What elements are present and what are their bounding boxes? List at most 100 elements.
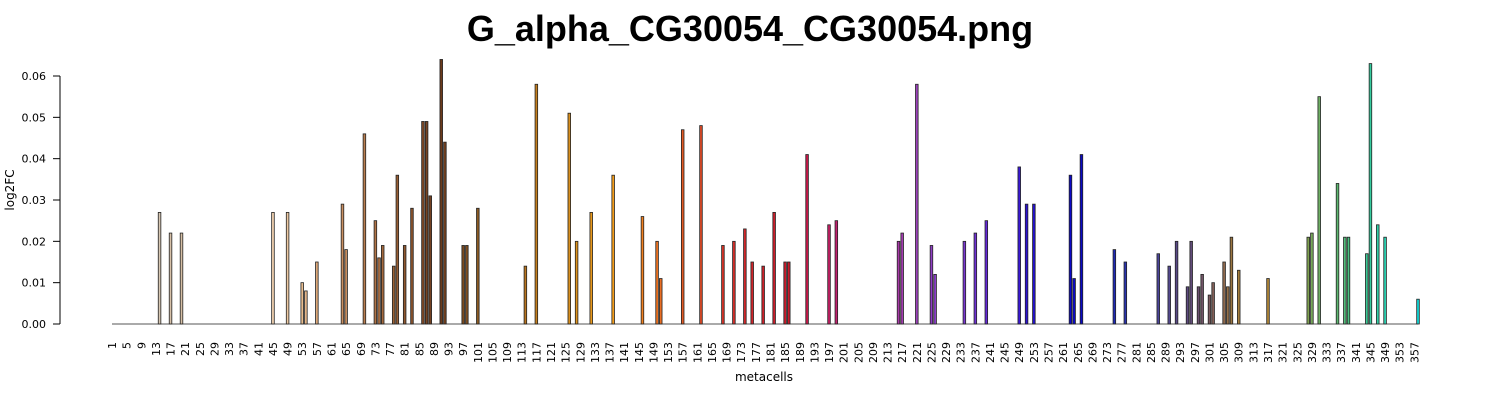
bar <box>900 232 904 325</box>
x-tick-label: 17 <box>165 342 178 356</box>
bar <box>761 265 765 325</box>
x-tick-label: 225 <box>925 342 938 363</box>
x-tick-label: 205 <box>852 342 865 363</box>
x-tick-label: 217 <box>896 342 909 363</box>
bar <box>1196 286 1201 325</box>
bar <box>362 133 367 325</box>
bar <box>1229 236 1234 325</box>
bar <box>721 245 725 325</box>
bar <box>476 207 480 325</box>
bar <box>1017 166 1021 325</box>
x-tick-label: 321 <box>1277 342 1290 363</box>
x-tick-label: 49 <box>282 342 295 356</box>
bar <box>772 211 776 325</box>
x-tick-label: 197 <box>823 342 836 363</box>
x-tick-label: 81 <box>399 342 412 356</box>
y-tick-label: 0.02 <box>22 235 47 248</box>
x-tick-label: 341 <box>1350 342 1363 363</box>
bar <box>168 232 173 325</box>
bar <box>1416 298 1420 325</box>
x-tick-label: 25 <box>194 342 207 356</box>
x-tick-label: 277 <box>1116 342 1129 363</box>
bar <box>1237 269 1241 325</box>
bar <box>827 224 831 325</box>
y-tick-label: 0.06 <box>22 70 47 83</box>
x-tick-label: 117 <box>530 342 543 363</box>
bar <box>1310 232 1314 325</box>
bar <box>1226 286 1230 325</box>
x-tick-label: 281 <box>1130 342 1143 363</box>
bar <box>659 278 663 325</box>
bar <box>1024 203 1029 325</box>
bar <box>1346 236 1351 325</box>
bar <box>783 261 787 325</box>
x-tick-label: 301 <box>1203 342 1216 363</box>
bar <box>611 174 615 325</box>
x-tick-label: 29 <box>208 342 221 356</box>
bars <box>157 59 1420 325</box>
bar <box>315 261 319 325</box>
bar <box>381 245 385 325</box>
y-tick-label: 0.03 <box>22 194 47 207</box>
bar <box>743 228 747 325</box>
y-axis: 0.00 0.01 0.02 0.03 0.04 0.05 0.06 <box>22 70 61 331</box>
bar <box>1222 261 1226 325</box>
chart-title: G_alpha_CG30054_CG30054.png <box>466 8 1034 49</box>
x-tick-label: 77 <box>384 342 397 356</box>
bar <box>465 245 469 325</box>
x-tick-label: 213 <box>882 342 895 363</box>
bar <box>1167 265 1171 325</box>
x-tick-label: 65 <box>340 342 353 356</box>
bar <box>410 207 414 325</box>
x-tick-label: 309 <box>1233 342 1246 363</box>
x-tick-label: 329 <box>1306 342 1319 363</box>
bar <box>699 125 703 325</box>
bar <box>1072 278 1076 325</box>
x-tick-label: 293 <box>1174 342 1187 363</box>
bar <box>750 261 754 325</box>
bar <box>300 282 304 325</box>
x-tick-label: 9 <box>135 342 148 349</box>
x-tick-label: 249 <box>1013 342 1026 363</box>
x-tick-label: 93 <box>443 342 456 356</box>
x-tick-label: 101 <box>472 342 485 363</box>
x-tick-label: 241 <box>984 342 997 363</box>
y-axis-title: log2FC <box>3 169 17 210</box>
bar <box>1174 240 1179 325</box>
bar <box>732 240 736 325</box>
bar <box>157 211 162 325</box>
x-tick-label: 325 <box>1291 342 1304 363</box>
bar <box>1068 174 1073 325</box>
bar <box>391 265 396 325</box>
x-tick-label: 297 <box>1189 342 1202 363</box>
y-tick-label: 0.05 <box>22 111 47 124</box>
x-tick-label: 237 <box>969 342 982 363</box>
x-tick-label: 89 <box>428 342 441 356</box>
bar <box>962 240 967 325</box>
x-tick-label: 73 <box>369 342 382 356</box>
x-tick-label: 345 <box>1364 342 1377 363</box>
bar <box>402 245 407 325</box>
x-tick-label: 137 <box>604 342 617 363</box>
x-tick-label: 5 <box>121 342 134 349</box>
x-tick-label: 57 <box>311 342 324 356</box>
bar <box>640 216 645 325</box>
x-tick-label: 265 <box>1072 342 1085 363</box>
x-tick-label: 317 <box>1262 342 1275 363</box>
bar <box>439 59 443 325</box>
x-tick-label: 41 <box>252 342 265 356</box>
x-tick-label: 21 <box>179 342 192 356</box>
bar <box>574 240 579 325</box>
x-tick-label: 337 <box>1335 342 1348 363</box>
x-tick-label: 269 <box>1086 342 1099 363</box>
bar <box>344 249 348 325</box>
x-tick-label: 69 <box>355 342 368 356</box>
x-tick-label: 289 <box>1160 342 1173 363</box>
x-tick-label: 33 <box>223 342 236 356</box>
x-tick-label: 189 <box>794 342 807 363</box>
bar <box>395 174 400 325</box>
x-tick-label: 333 <box>1321 342 1334 363</box>
bar <box>1032 203 1036 325</box>
bar <box>1383 236 1387 325</box>
